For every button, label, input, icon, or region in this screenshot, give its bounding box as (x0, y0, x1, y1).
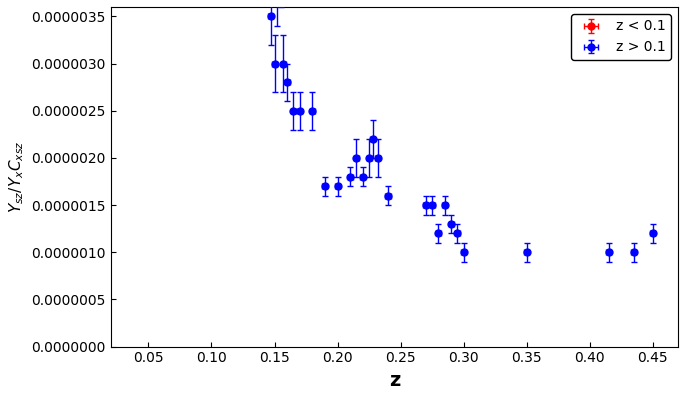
Legend: z < 0.1, z > 0.1: z < 0.1, z > 0.1 (571, 14, 671, 60)
Y-axis label: $Y_{sz}/Y_{x}C_{xsz}$: $Y_{sz}/Y_{x}C_{xsz}$ (7, 141, 25, 213)
X-axis label: z: z (388, 371, 400, 390)
